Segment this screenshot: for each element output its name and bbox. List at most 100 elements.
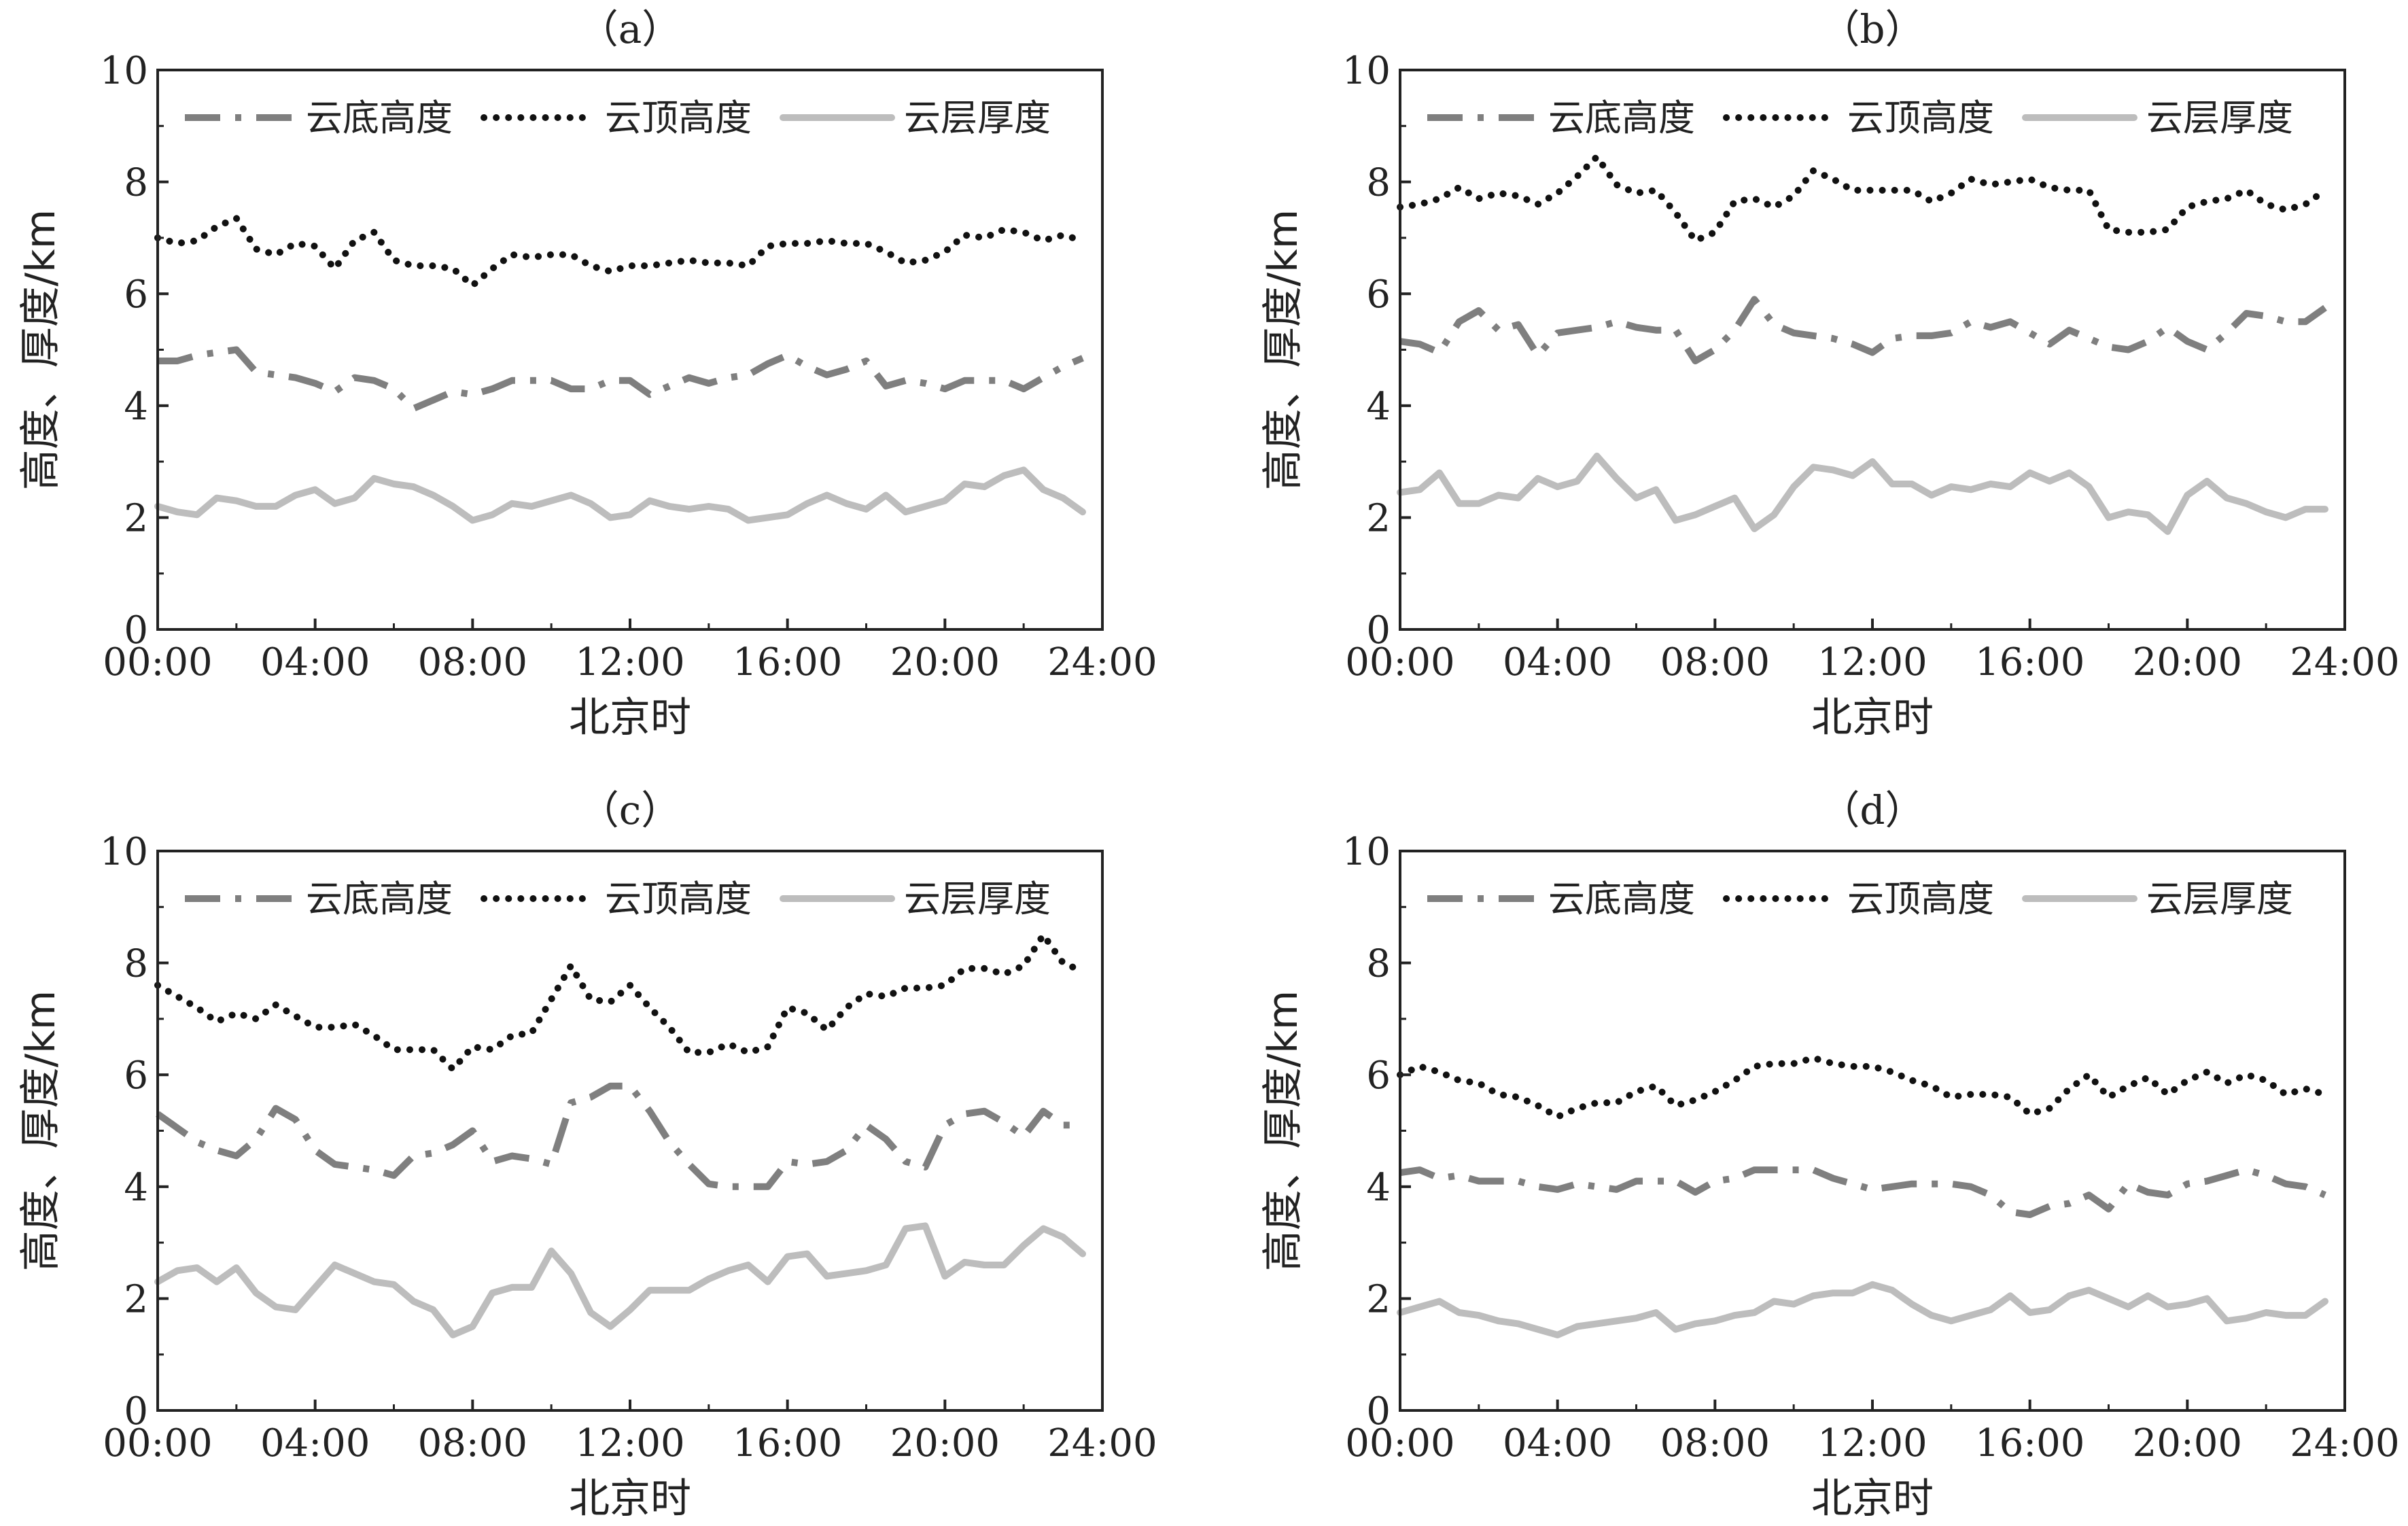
x-tick-label: 00:00: [103, 640, 212, 684]
x-axis-label: 北京时: [569, 1475, 691, 1523]
plot-frame: [1399, 850, 2346, 1412]
series-line-3: [154, 1222, 1086, 1338]
plot-frame: [156, 850, 1104, 1412]
x-tick-label: 00:00: [1345, 1421, 1454, 1466]
x-tick-label: 24:00: [1047, 1421, 1157, 1466]
series-line-1: [1399, 296, 2327, 364]
x-tick-label: 16:00: [733, 1421, 842, 1466]
series-line-3: [1397, 452, 2328, 535]
legend: 云底高度 云顶高度 云层厚度: [185, 878, 1051, 920]
y-axis-label: 高度、厚度/km: [17, 990, 65, 1271]
y-tick-label: 8: [124, 161, 148, 205]
x-tick-label: 20:00: [890, 1421, 1000, 1466]
y-tick-label: 10: [1342, 49, 1391, 93]
series-line-2: [1397, 153, 2328, 244]
legend-label-1: 云底高度: [306, 878, 453, 920]
panel-title: （b）: [1820, 6, 1924, 52]
y-tick-label: 4: [124, 1166, 148, 1210]
x-tick-label: 20:00: [890, 640, 1000, 684]
x-tick-label: 20:00: [2133, 1421, 2242, 1466]
y-tick-label: 2: [124, 1277, 148, 1321]
y-tick-label: 8: [1366, 942, 1391, 986]
y-tick-label: 2: [124, 496, 148, 540]
legend-label-2: 云顶高度: [605, 878, 752, 920]
y-tick-label: 2: [1366, 496, 1391, 540]
series-line-2: [154, 931, 1086, 1073]
legend: 云底高度 云顶高度 云层厚度: [1427, 878, 2293, 920]
x-tick-label: 24:00: [2290, 1421, 2399, 1466]
y-tick-label: 10: [100, 49, 148, 93]
y-tick-label: 0: [1366, 1389, 1391, 1434]
x-tick-label: 12:00: [1817, 1421, 1927, 1466]
series-line-3: [1397, 1281, 2328, 1338]
chart-panel-a: （a） 0 2 4 6 8 10 00:00 04:00 08:00 12:00 16:00 20:00…: [17, 6, 1157, 742]
legend-label-2: 云顶高度: [1847, 97, 1994, 139]
y-tick-label: 10: [100, 830, 148, 874]
y-axis-label: 高度、厚度/km: [1259, 990, 1307, 1271]
x-tick-label: 12:00: [575, 640, 684, 684]
y-axis-label: 高度、厚度/km: [17, 209, 65, 490]
y-tick-label: 6: [1366, 273, 1391, 317]
x-tick-label: 00:00: [1345, 640, 1454, 684]
legend-label-3: 云层厚度: [2146, 97, 2293, 139]
x-tick-label: 04:00: [260, 1421, 370, 1466]
legend-label-2: 云顶高度: [1847, 878, 1994, 920]
chart-panel-b: （b） 0 2 4 6 8 10 00:00 04:00 08:00 12:00 16:00 20:00…: [1259, 6, 2400, 742]
y-tick-label: 8: [1366, 161, 1391, 205]
y-axis-label: 高度、厚度/km: [1259, 209, 1307, 490]
y-tick-label: 6: [124, 1054, 148, 1098]
legend-label-3: 云层厚度: [2146, 878, 2293, 920]
legend-label-3: 云层厚度: [904, 878, 1051, 920]
x-axis-label: 北京时: [1811, 694, 1934, 742]
x-tick-label: 08:00: [1660, 1421, 1770, 1466]
x-axis-label: 北京时: [569, 694, 691, 742]
panel-title: （c）: [580, 787, 680, 833]
y-tick-label: 6: [124, 273, 148, 317]
series-line-1: [156, 1082, 1083, 1190]
x-tick-label: 12:00: [1817, 640, 1927, 684]
series-line-2: [1397, 1054, 2328, 1120]
x-tick-label: 00:00: [103, 1421, 212, 1466]
panel-title: （d）: [1820, 787, 1924, 833]
x-tick-label: 24:00: [2290, 640, 2399, 684]
y-tick-label: 4: [124, 385, 148, 429]
legend: 云底高度 云顶高度 云层厚度: [1427, 97, 2293, 139]
legend-label-1: 云底高度: [1548, 97, 1695, 139]
x-tick-label: 24:00: [1047, 640, 1157, 684]
x-tick-label: 16:00: [733, 640, 842, 684]
y-tick-label: 4: [1366, 385, 1391, 429]
legend-label-1: 云底高度: [306, 97, 453, 139]
y-tick-label: 2: [1366, 1277, 1391, 1321]
y-tick-label: 0: [124, 608, 148, 653]
legend-label-1: 云底高度: [1548, 878, 1695, 920]
y-tick-label: 0: [1366, 608, 1391, 653]
y-tick-label: 0: [124, 1389, 148, 1434]
x-tick-label: 04:00: [1503, 640, 1612, 684]
series-line-3: [154, 466, 1086, 524]
series-line-1: [1399, 1166, 2326, 1218]
x-tick-label: 04:00: [260, 640, 370, 684]
x-tick-label: 08:00: [418, 640, 527, 684]
y-tick-label: 8: [124, 942, 148, 986]
series-line-1: [158, 346, 1084, 412]
x-tick-label: 20:00: [2133, 640, 2242, 684]
x-axis-label: 北京时: [1811, 1475, 1934, 1523]
y-tick-label: 10: [1342, 830, 1391, 874]
x-tick-label: 08:00: [1660, 640, 1770, 684]
plot-frame: [156, 69, 1104, 631]
y-tick-label: 6: [1366, 1054, 1391, 1098]
x-tick-label: 08:00: [418, 1421, 527, 1466]
x-tick-label: 16:00: [1975, 1421, 2084, 1466]
legend-label-2: 云顶高度: [605, 97, 752, 139]
series-line-2: [154, 215, 1086, 289]
x-tick-label: 16:00: [1975, 640, 2084, 684]
x-tick-label: 12:00: [575, 1421, 684, 1466]
legend-label-3: 云层厚度: [904, 97, 1051, 139]
chart-panel-c: （c） 0 2 4 6 8 10 00:00 04:00 08:00 12:00 16:00 20:00…: [17, 787, 1157, 1523]
y-tick-label: 4: [1366, 1166, 1391, 1210]
legend: 云底高度 云顶高度 云层厚度: [185, 97, 1051, 139]
panel-title: （a）: [579, 6, 682, 52]
x-tick-label: 04:00: [1503, 1421, 1612, 1466]
chart-panel-d: （d） 0 2 4 6 8 10 00:00 04:00 08:00 12:00 16:00 20:00…: [1259, 787, 2400, 1523]
